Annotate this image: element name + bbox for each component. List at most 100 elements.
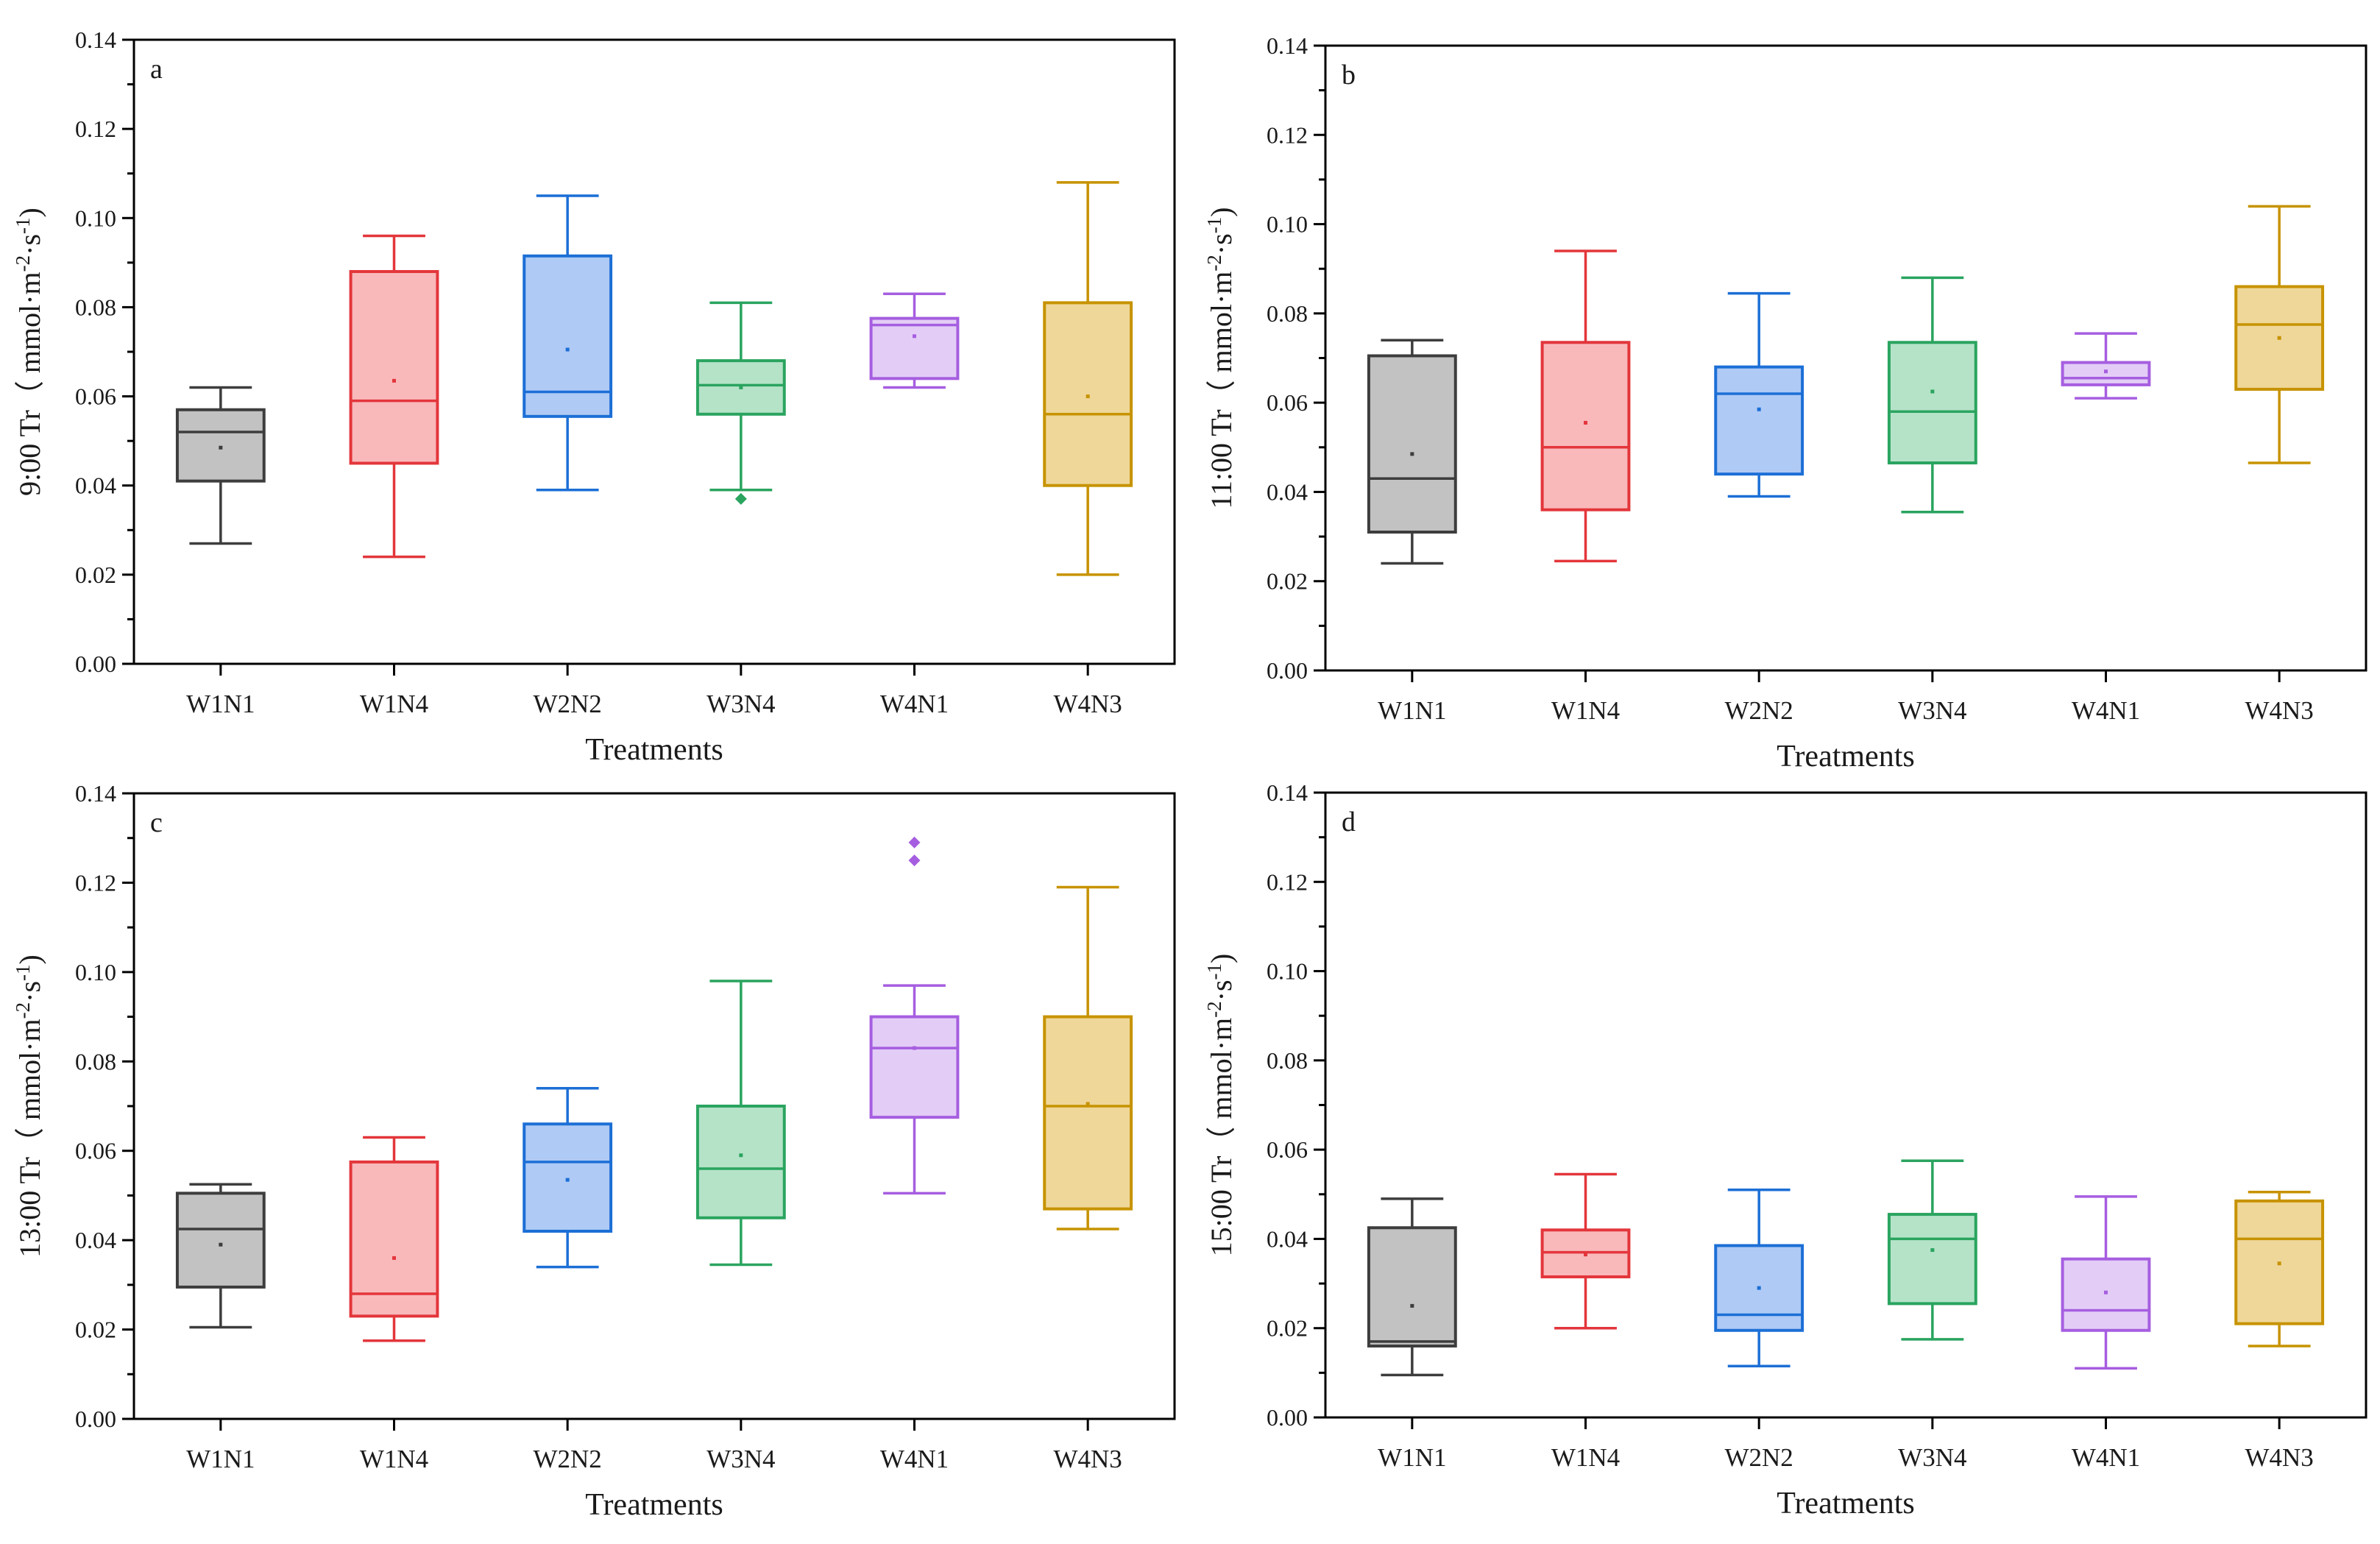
box-iqr <box>1043 1015 1133 1211</box>
box-iqr <box>1887 341 1977 465</box>
box-iqr <box>1714 365 1805 476</box>
x-tick-label: W2N2 <box>1725 1443 1793 1472</box>
y-axis-title-superscript: -1 <box>12 964 34 981</box>
y-tick-label: 0.02 <box>1267 1315 1308 1342</box>
box-group-w1n1 <box>1367 339 1457 565</box>
y-axis-title-part: ·s <box>1205 233 1238 255</box>
box-iqr <box>2061 361 2151 386</box>
y-axis-title-part: ) <box>13 208 46 217</box>
mean-marker <box>913 1046 916 1050</box>
mean-marker <box>1410 452 1414 456</box>
box-iqr <box>523 1122 613 1233</box>
y-axis-title-superscript: -2 <box>12 1002 34 1019</box>
y-axis-title-part: ) <box>1205 954 1238 963</box>
mean-marker <box>1085 394 1090 399</box>
chart-panel-b: 0.00 0.02 0.04 0.06 0.08 0.10 0.12 0.14 W1N1 W1N4… <box>1203 32 2367 773</box>
y-tick-label: 0.04 <box>75 472 116 499</box>
box-group-w1n1 <box>1367 1197 1457 1377</box>
x-tick-label: W3N4 <box>706 1445 775 1473</box>
chart-panel-a: 0.00 0.02 0.04 0.06 0.08 0.10 0.12 0.14 W1N1 W1N4… <box>12 26 1176 767</box>
x-tick-label: W4N3 <box>2245 696 2314 725</box>
plot-frame <box>1324 44 2367 672</box>
box-iqr <box>1540 341 1631 511</box>
box-group-w4n1 <box>2061 332 2151 400</box>
y-tick-label: 0.06 <box>75 383 116 410</box>
y-tick-label: 0.00 <box>1267 1404 1308 1431</box>
box-group-w3n4 <box>695 980 786 1267</box>
mean-marker <box>2104 369 2108 374</box>
x-tick-label: W4N3 <box>1054 690 1122 718</box>
panel-label: d <box>1342 807 1356 837</box>
box-iqr <box>695 1105 786 1219</box>
panel-label: a <box>150 54 163 85</box>
box-group-w4n3 <box>2234 1191 2325 1348</box>
box-group-w2n2 <box>523 194 613 492</box>
box-group-w3n4 <box>695 301 786 505</box>
mean-marker <box>392 1256 396 1260</box>
x-tick-label: W3N4 <box>706 690 775 718</box>
y-tick-label: 0.04 <box>75 1227 116 1253</box>
mean-marker <box>219 445 223 450</box>
box-iqr <box>523 254 613 418</box>
y-tick-label: 0.00 <box>1267 657 1308 684</box>
chart-panel-c: 0.00 0.02 0.04 0.06 0.08 0.10 0.12 0.14 W1N1 W1N4… <box>12 780 1176 1522</box>
box-iqr <box>349 1160 439 1318</box>
mean-marker <box>565 347 570 352</box>
x-tick-label: W3N4 <box>1898 696 1966 725</box>
y-tick-label: 0.10 <box>1267 958 1308 985</box>
box-iqr <box>1367 354 1457 534</box>
y-tick-label: 0.00 <box>75 651 116 677</box>
x-axis-title: Treatments <box>585 1488 723 1522</box>
x-tick-label: W2N2 <box>1725 696 1793 725</box>
y-axis-title: 15:00 Tr（ mmol·m-2·s-1) <box>1203 954 1238 1257</box>
y-axis-title-part: ) <box>13 955 46 964</box>
outlier-point <box>734 492 747 505</box>
mean-marker <box>1757 1286 1761 1290</box>
x-axis-title: Treatments <box>1777 740 1914 773</box>
y-tick-label: 0.06 <box>75 1138 116 1164</box>
y-tick-label: 0.02 <box>75 1317 116 1343</box>
y-axis-title-part: ·s <box>1205 980 1238 1001</box>
mean-marker <box>1930 389 1935 394</box>
box-iqr <box>175 1191 266 1289</box>
y-axis-title: 9:00 Tr（ mmol·m-2·s-1) <box>12 208 46 496</box>
box-group-w1n1 <box>175 1183 266 1329</box>
box-group-w2n2 <box>1714 291 1805 498</box>
y-axis-title-part: 13:00 Tr（ mmol·m <box>13 1019 46 1258</box>
y-axis-title-part: 9:00 Tr（ mmol·m <box>13 272 46 496</box>
box-group-w1n4 <box>1540 1172 1631 1330</box>
box-group-w1n4 <box>349 1136 439 1342</box>
x-tick-label: W2N2 <box>534 1445 602 1473</box>
y-tick-label: 0.00 <box>75 1406 116 1432</box>
x-tick-label: W1N4 <box>1551 1443 1620 1472</box>
y-axis-title-superscript: -1 <box>1203 217 1225 234</box>
y-tick-label: 0.04 <box>1267 1225 1308 1252</box>
x-tick-label: W1N4 <box>360 690 428 718</box>
mean-marker <box>2277 1261 2281 1266</box>
y-axis-title-part: ) <box>1205 207 1238 216</box>
box-iqr <box>1367 1226 1457 1348</box>
y-tick-label: 0.10 <box>75 205 116 231</box>
mean-marker <box>1584 420 1587 425</box>
y-axis-title-superscript: -1 <box>1203 963 1225 980</box>
y-tick-label: 0.14 <box>1267 32 1308 59</box>
mean-marker <box>1085 1102 1090 1106</box>
box-iqr <box>1043 301 1133 487</box>
x-tick-label: W4N1 <box>2072 1443 2140 1472</box>
box-group-w1n4 <box>1540 249 1631 563</box>
y-tick-label: 0.08 <box>1267 300 1308 327</box>
y-tick-label: 0.06 <box>1267 389 1308 416</box>
y-tick-label: 0.14 <box>75 780 116 807</box>
x-tick-label: W4N1 <box>880 690 949 718</box>
y-tick-label: 0.02 <box>75 562 116 588</box>
x-axis-title: Treatments <box>585 733 723 767</box>
mean-marker <box>2277 336 2281 340</box>
y-tick-label: 0.04 <box>1267 478 1308 505</box>
chart-panel-d: 0.00 0.02 0.04 0.06 0.08 0.10 0.12 0.14 W1N1 W1N4… <box>1203 779 2367 1520</box>
box-group-w4n1 <box>869 292 960 389</box>
panel-label: c <box>150 807 163 838</box>
x-tick-label: W4N1 <box>880 1445 949 1473</box>
x-tick-label: W2N2 <box>534 690 602 718</box>
box-group-w4n3 <box>2234 205 2325 464</box>
